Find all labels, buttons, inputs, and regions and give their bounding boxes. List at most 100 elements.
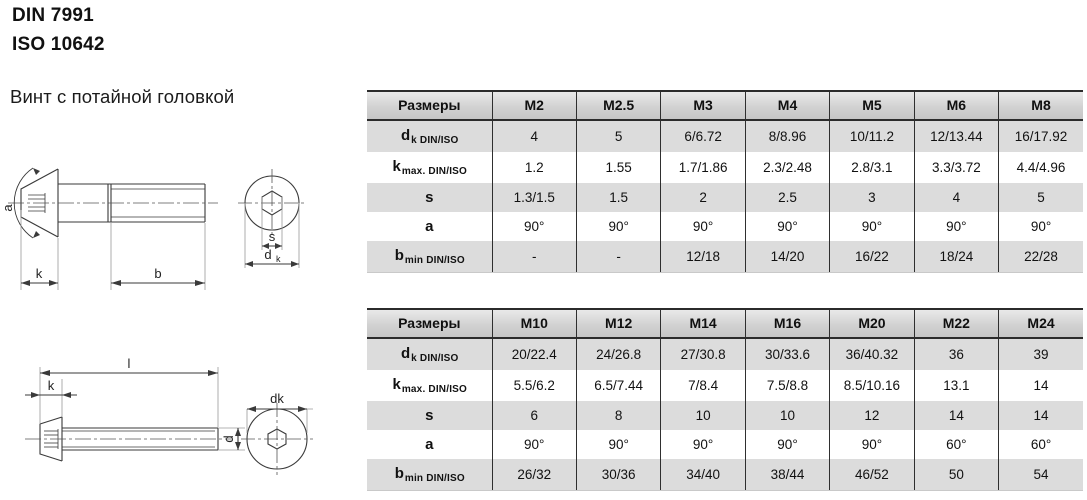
dim-label-dk-bottom: dk [270, 391, 284, 406]
cell-value: 24/26.8 [576, 338, 662, 370]
cell-value: 36/40.32 [829, 338, 915, 370]
cell-value: 16/17.92 [998, 120, 1083, 152]
table-header-row: Размеры M10 M12 M14 M16 M20 M22 M24 [367, 308, 1083, 339]
table-row: kmax. DIN/ISO 5.5/6.2 6.5/7.44 7/8.4 7.5… [367, 370, 1083, 401]
row-label-kmax: kmax. DIN/ISO [367, 370, 493, 401]
dim-label-k-bottom: k [48, 378, 55, 393]
cell-value: 90° [660, 212, 746, 241]
cell-value: 1.55 [576, 152, 662, 183]
cell-value: 60° [998, 430, 1083, 459]
col-header-m5: M5 [829, 90, 915, 121]
col-header-m16: M16 [745, 308, 831, 339]
cell-value: 5.5/6.2 [492, 370, 577, 401]
col-header-m12: M12 [576, 308, 662, 339]
row-label-dk: dk DIN/ISO [367, 120, 493, 152]
product-subtitle: Винт с потайной головкой [10, 86, 235, 107]
spec-table-large-sizes: Размеры M10 M12 M14 M16 M20 M22 M24 dk D… [367, 308, 1083, 491]
row-label-a: a [367, 212, 493, 241]
cell-value: - [492, 241, 577, 273]
cell-value: 16/22 [829, 241, 915, 273]
cell-value: 46/52 [829, 459, 915, 491]
table-row: dk DIN/ISO 20/22.4 24/26.8 27/30.8 30/33… [367, 338, 1083, 370]
cell-value: 90° [492, 212, 577, 241]
row-label-bmin: bmin DIN/ISO [367, 241, 493, 273]
table-row: bmin DIN/ISO 26/32 30/36 34/40 38/44 46/… [367, 459, 1083, 491]
cell-value: 90° [829, 430, 915, 459]
cell-value: 60° [914, 430, 1000, 459]
dim-label-b: b [154, 266, 161, 281]
cell-value: 10/11.2 [829, 120, 915, 152]
cell-value: 2.3/2.48 [745, 152, 831, 183]
cell-value: 22/28 [998, 241, 1083, 273]
cell-value: 1.3/1.5 [492, 183, 577, 212]
col-header-m6: M6 [914, 90, 1000, 121]
cell-value: 26/32 [492, 459, 577, 491]
drawing-countersunk-screw-total-length: l k d dk [0, 345, 360, 500]
cell-value: 6.5/7.44 [576, 370, 662, 401]
cell-value: 14 [998, 401, 1083, 430]
cell-value: 10 [745, 401, 831, 430]
cell-value: - [576, 241, 662, 273]
table-row: a 90° 90° 90° 90° 90° 90° 90° [367, 212, 1083, 241]
cell-value: 8 [576, 401, 662, 430]
cell-value: 2.5 [745, 183, 831, 212]
cell-value: 4 [492, 120, 577, 152]
spec-table-large-sizes-wrapper: Размеры M10 M12 M14 M16 M20 M22 M24 dk D… [367, 308, 1083, 491]
cell-value: 2 [660, 183, 746, 212]
row-label-a: a [367, 430, 493, 459]
cell-value: 90° [745, 212, 831, 241]
cell-value: 14 [914, 401, 1000, 430]
spec-table-small-sizes: Размеры M2 M2.5 M3 M4 M5 M6 M8 dk DIN/IS… [367, 90, 1083, 273]
cell-value: 90° [914, 212, 1000, 241]
cell-value: 6/6.72 [660, 120, 746, 152]
cell-value: 20/22.4 [492, 338, 577, 370]
cell-value: 5 [998, 183, 1083, 212]
cell-value: 36 [914, 338, 1000, 370]
cell-value: 90° [492, 430, 577, 459]
row-label-bmin: bmin DIN/ISO [367, 459, 493, 491]
cell-value: 10 [660, 401, 746, 430]
cell-value: 18/24 [914, 241, 1000, 273]
cell-value: 7.5/8.8 [745, 370, 831, 401]
row-label-s: s [367, 401, 493, 430]
cell-value: 12/18 [660, 241, 746, 273]
cell-value: 12 [829, 401, 915, 430]
table-header-row: Размеры M2 M2.5 M3 M4 M5 M6 M8 [367, 90, 1083, 121]
col-header-dimensions: Размеры [367, 308, 493, 339]
cell-value: 14 [998, 370, 1083, 401]
cell-value: 4.4/4.96 [998, 152, 1083, 183]
row-label-dk: dk DIN/ISO [367, 338, 493, 370]
cell-value: 12/13.44 [914, 120, 1000, 152]
cell-value: 8.5/10.16 [829, 370, 915, 401]
col-header-m2: M2 [492, 90, 577, 121]
table-row: bmin DIN/ISO - - 12/18 14/20 16/22 18/24… [367, 241, 1083, 273]
cell-value: 7/8.4 [660, 370, 746, 401]
cell-value: 1.7/1.86 [660, 152, 746, 183]
cell-value: 90° [745, 430, 831, 459]
table-row: a 90° 90° 90° 90° 90° 60° 60° [367, 430, 1083, 459]
table-row: s 6 8 10 10 12 14 14 [367, 401, 1083, 430]
cell-value: 5 [576, 120, 662, 152]
table-row: dk DIN/ISO 4 5 6/6.72 8/8.96 10/11.2 12/… [367, 120, 1083, 152]
standard-iso-title: ISO 10642 [12, 34, 105, 55]
cell-value: 50 [914, 459, 1000, 491]
drawing-countersunk-screw-thread-length: a k b s d k [0, 150, 360, 305]
cell-value: 4 [914, 183, 1000, 212]
col-header-m14: M14 [660, 308, 746, 339]
cell-value: 30/33.6 [745, 338, 831, 370]
spec-table-small-sizes-wrapper: Размеры M2 M2.5 M3 M4 M5 M6 M8 dk DIN/IS… [367, 90, 1083, 273]
cell-value: 1.2 [492, 152, 577, 183]
cell-value: 1.5 [576, 183, 662, 212]
dim-label-dk: d [264, 247, 271, 262]
row-label-s: s [367, 183, 493, 212]
col-header-m2-5: M2.5 [576, 90, 662, 121]
cell-value: 14/20 [745, 241, 831, 273]
cell-value: 90° [576, 430, 662, 459]
col-header-m20: M20 [829, 308, 915, 339]
col-header-m8: M8 [998, 90, 1083, 121]
dim-label-s: s [269, 229, 276, 244]
col-header-m4: M4 [745, 90, 831, 121]
cell-value: 3.3/3.72 [914, 152, 1000, 183]
cell-value: 6 [492, 401, 577, 430]
cell-value: 34/40 [660, 459, 746, 491]
